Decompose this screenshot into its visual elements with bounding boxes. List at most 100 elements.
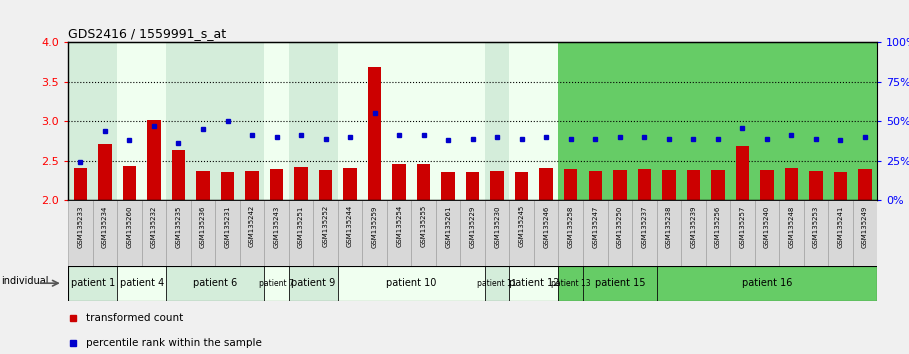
Bar [344,168,357,200]
Bar [804,200,828,266]
Bar [534,200,558,266]
Bar [484,266,509,301]
Bar [711,170,724,200]
Bar [172,150,185,200]
Bar [338,200,363,266]
Bar [515,172,528,200]
Bar [613,170,626,200]
Bar [338,266,484,301]
Bar [588,171,602,200]
Bar [270,169,284,200]
Bar [417,164,430,200]
Bar [754,200,779,266]
Text: GSM135235: GSM135235 [175,205,182,248]
Bar [784,168,798,200]
Text: GSM135236: GSM135236 [200,205,206,248]
Bar [166,42,265,200]
Bar [245,171,259,200]
Text: GSM135248: GSM135248 [788,205,794,248]
Bar [558,266,583,301]
Bar [68,266,117,301]
Text: patient 15: patient 15 [594,278,645,288]
Text: GSM135252: GSM135252 [323,205,328,247]
Text: patient 12: patient 12 [509,278,559,288]
Bar [834,172,847,200]
Bar [123,166,136,200]
Bar [442,172,454,200]
Bar [828,200,853,266]
Bar [215,200,240,266]
Bar [583,266,656,301]
Text: patient 7: patient 7 [259,279,294,288]
Text: GSM135250: GSM135250 [617,205,623,248]
Bar [289,266,338,301]
Bar [484,200,509,266]
Bar [853,200,877,266]
Text: GSM135230: GSM135230 [494,205,500,248]
Bar [509,266,558,301]
Text: GSM135239: GSM135239 [690,205,696,248]
Bar [393,164,406,200]
Text: GSM135231: GSM135231 [225,205,231,248]
Bar [265,42,289,200]
Bar [760,170,774,200]
Bar [539,168,553,200]
Text: GSM135241: GSM135241 [837,205,844,248]
Bar [730,200,754,266]
Text: GSM135260: GSM135260 [126,205,133,248]
Text: GSM135242: GSM135242 [249,205,255,247]
Bar [117,200,142,266]
Bar [491,171,504,200]
Text: GSM135261: GSM135261 [445,205,451,248]
Bar [564,169,577,200]
Bar [98,144,112,200]
Text: individual: individual [1,276,49,286]
Bar [319,170,333,200]
Bar [68,42,117,200]
Bar [221,172,235,200]
Bar [583,200,607,266]
Bar [607,200,632,266]
Bar [368,67,382,200]
Bar [656,200,681,266]
Text: patient 16: patient 16 [742,278,792,288]
Bar [779,200,804,266]
Text: GSM135253: GSM135253 [813,205,819,248]
Bar [484,42,509,200]
Text: GSM135257: GSM135257 [739,205,745,248]
Bar [142,200,166,266]
Bar [705,200,730,266]
Bar [509,42,558,200]
Bar [686,170,700,200]
Text: patient 1: patient 1 [71,278,115,288]
Bar [289,42,338,200]
Text: GSM135243: GSM135243 [274,205,280,248]
Bar [265,200,289,266]
Bar [295,167,308,200]
Bar [93,200,117,266]
Text: GSM135237: GSM135237 [641,205,647,248]
Text: patient 13: patient 13 [551,279,591,288]
Text: GSM135232: GSM135232 [151,205,157,248]
Bar [461,200,484,266]
Bar [166,200,191,266]
Text: GDS2416 / 1559991_s_at: GDS2416 / 1559991_s_at [68,27,226,40]
Text: GSM135251: GSM135251 [298,205,305,248]
Bar [363,200,387,266]
Bar [735,145,749,200]
Text: patient 11: patient 11 [477,279,517,288]
Bar [558,200,583,266]
Bar [265,266,289,301]
Text: GSM135233: GSM135233 [77,205,84,248]
Bar [809,171,823,200]
Bar [117,42,166,200]
Text: GSM135254: GSM135254 [396,205,402,247]
Text: patient 10: patient 10 [386,278,436,288]
Bar [632,200,656,266]
Text: GSM135240: GSM135240 [764,205,770,248]
Bar [637,169,651,200]
Text: percentile rank within the sample: percentile rank within the sample [86,338,262,348]
Bar [387,200,412,266]
Bar [858,169,872,200]
Bar [656,266,877,301]
